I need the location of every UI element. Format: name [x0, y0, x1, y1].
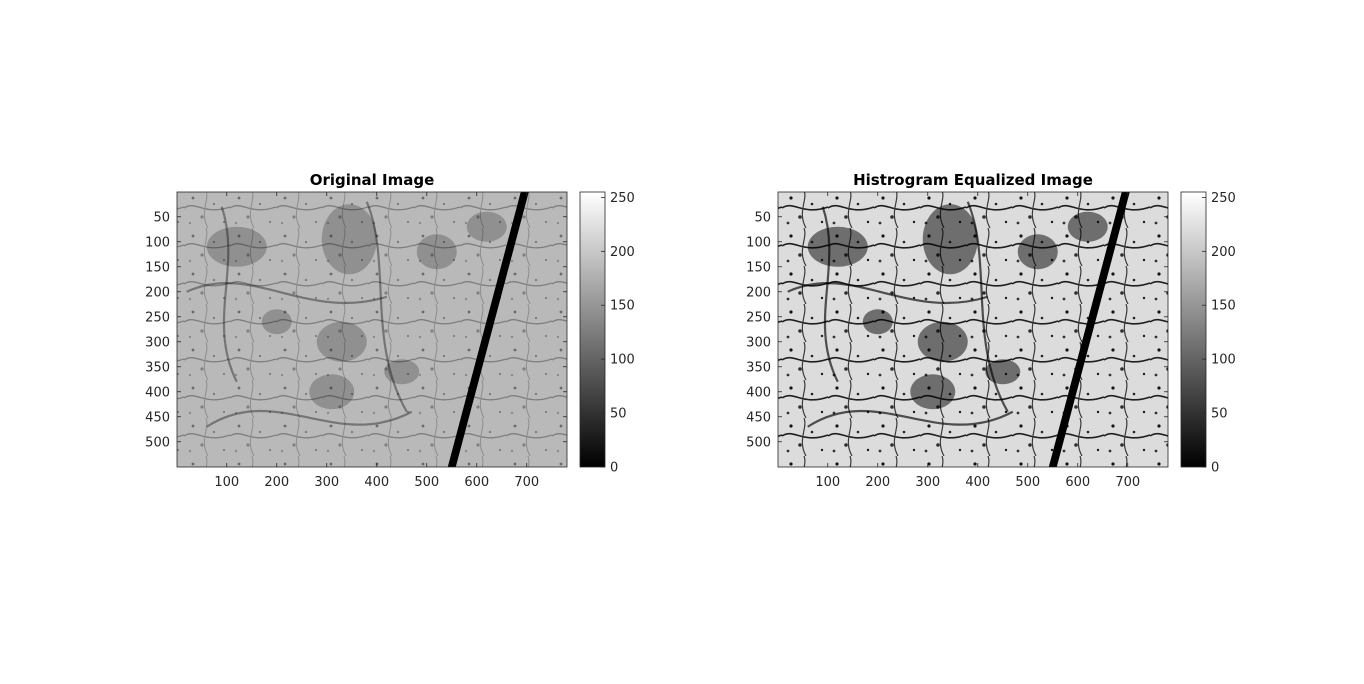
y-tick-label: 100: [746, 235, 771, 250]
y-tick-label: 300: [145, 335, 170, 350]
image-structure: [206, 226, 267, 267]
x-tick-label: 700: [1115, 475, 1140, 490]
x-tick-label: 100: [815, 475, 840, 490]
colorbar-tick-label: 250: [610, 191, 635, 206]
colorbar-gradient: [579, 191, 606, 468]
image-structure: [922, 204, 978, 275]
x-tick-label: 200: [865, 475, 890, 490]
image-membrane: [186, 282, 388, 305]
colorbar-tick-label: 0: [1211, 461, 1219, 476]
x-tick-label: 300: [314, 475, 339, 490]
x-tick-label: 500: [414, 475, 439, 490]
colorbar-tick-label: 100: [1211, 353, 1236, 368]
y-tick-label: 450: [145, 410, 170, 425]
x-tick-label: 100: [214, 475, 239, 490]
x-tick-label: 300: [915, 475, 940, 490]
colorbar-tick-label: 150: [610, 299, 635, 314]
image-structure: [261, 309, 292, 335]
chart-title: Original Image: [310, 171, 435, 189]
y-tick-label: 400: [746, 385, 771, 400]
image-structure: [416, 234, 457, 270]
y-tick-label: 450: [746, 410, 771, 425]
image-dark-band: [1048, 192, 1130, 467]
y-tick-label: 350: [746, 360, 771, 375]
y-tick-label: 400: [145, 385, 170, 400]
image-structure: [1017, 234, 1058, 270]
image-structure: [862, 309, 893, 335]
y-tick-label: 50: [153, 210, 170, 225]
colorbar-tick-label: 150: [1211, 299, 1236, 314]
y-tick-label: 250: [145, 310, 170, 325]
colorbar-tick-label: 250: [1211, 191, 1236, 206]
image-dark-band: [447, 192, 529, 467]
colorbar-tick-label: 50: [610, 407, 627, 422]
colorbar-tick-label: 100: [610, 353, 635, 368]
y-tick-label: 500: [145, 435, 170, 450]
y-tick-label: 50: [754, 210, 771, 225]
image-structure: [1067, 211, 1108, 242]
y-tick-label: 200: [746, 285, 771, 300]
micrograph-image: [778, 192, 1168, 467]
colorbar-tick-label: 200: [610, 245, 635, 260]
x-tick-label: 400: [364, 475, 389, 490]
x-tick-label: 600: [1065, 475, 1090, 490]
y-tick-label: 250: [746, 310, 771, 325]
x-tick-label: 700: [514, 475, 539, 490]
x-tick-label: 600: [464, 475, 489, 490]
image-structure: [384, 359, 420, 385]
image-membrane: [821, 206, 839, 383]
image-structure: [321, 204, 377, 275]
image-membrane: [787, 282, 989, 305]
image-structure: [910, 374, 956, 410]
chart-title: Histrogram Equalized Image: [853, 171, 1093, 189]
colorbar: 0 50 100 150 200 250: [579, 191, 635, 476]
image-structure: [466, 211, 507, 242]
image-membrane: [807, 410, 1014, 428]
y-tick-label: 100: [145, 235, 170, 250]
image-structure: [917, 321, 968, 362]
y-tick-label: 150: [746, 260, 771, 275]
colorbar-tick-label: 200: [1211, 245, 1236, 260]
image-texture: [177, 192, 567, 467]
colorbar-tick-label: 50: [1211, 407, 1228, 422]
y-tick-label: 350: [145, 360, 170, 375]
image-membrane: [220, 206, 238, 383]
y-tick-label: 300: [746, 335, 771, 350]
image-membrane: [966, 201, 1009, 413]
image-structure: [316, 321, 367, 362]
image-membrane: [206, 410, 413, 428]
x-tick-label: 200: [264, 475, 289, 490]
x-tick-label: 400: [965, 475, 990, 490]
panel-equalized: Histrogram Equalized Image 100 200 300 400 50…: [746, 171, 1236, 490]
image-structure: [807, 226, 868, 267]
image-structure: [309, 374, 355, 410]
colorbar: 0 50 100 150 200 250: [1180, 191, 1236, 476]
x-tick-label: 500: [1015, 475, 1040, 490]
axes-frame: [176, 191, 568, 468]
y-tick-label: 150: [145, 260, 170, 275]
colorbar-tick-label: 0: [610, 461, 618, 476]
y-tick-label: 500: [746, 435, 771, 450]
image-membrane: [365, 201, 408, 413]
axes-frame: [777, 191, 1169, 468]
y-tick-label: 200: [145, 285, 170, 300]
micrograph-image: [177, 192, 567, 467]
colorbar-gradient: [1180, 191, 1207, 468]
